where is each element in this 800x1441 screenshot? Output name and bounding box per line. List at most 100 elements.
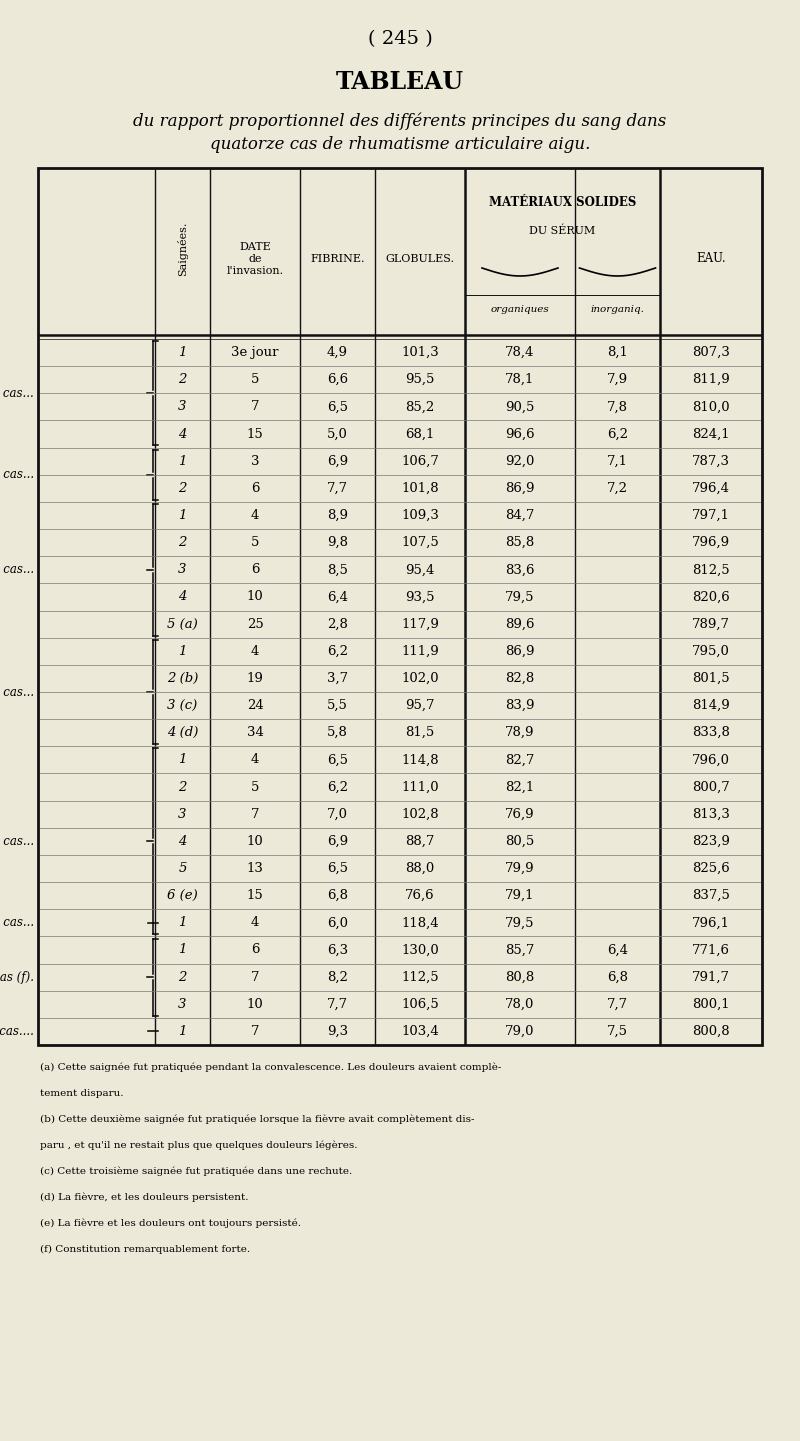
Text: 1: 1 bbox=[178, 509, 186, 522]
Text: ( 245 ): ( 245 ) bbox=[368, 30, 432, 48]
Text: 800,7: 800,7 bbox=[692, 781, 730, 794]
Text: 2: 2 bbox=[178, 373, 186, 386]
Text: 8e cas....: 8e cas.... bbox=[0, 1025, 34, 1038]
Text: 9,3: 9,3 bbox=[327, 1025, 348, 1038]
Text: 7: 7 bbox=[250, 401, 259, 414]
Text: 6,9: 6,9 bbox=[327, 455, 348, 468]
Text: 85,8: 85,8 bbox=[506, 536, 534, 549]
Text: 79,5: 79,5 bbox=[506, 591, 534, 604]
Text: 3: 3 bbox=[178, 808, 186, 821]
Text: 801,5: 801,5 bbox=[692, 672, 730, 684]
Text: 5,0: 5,0 bbox=[327, 428, 348, 441]
Text: EAU.: EAU. bbox=[696, 252, 726, 265]
Text: 117,9: 117,9 bbox=[401, 618, 439, 631]
Text: 800,1: 800,1 bbox=[692, 997, 730, 1010]
Text: 95,5: 95,5 bbox=[406, 373, 434, 386]
Text: 3e cas...: 3e cas... bbox=[0, 563, 34, 576]
Text: 76,6: 76,6 bbox=[405, 889, 435, 902]
Text: 93,5: 93,5 bbox=[406, 591, 434, 604]
Text: 6,2: 6,2 bbox=[607, 428, 628, 441]
Text: 102,0: 102,0 bbox=[401, 672, 439, 684]
Text: 796,9: 796,9 bbox=[692, 536, 730, 549]
Text: 4: 4 bbox=[178, 591, 186, 604]
Text: DU SÉRUM: DU SÉRUM bbox=[530, 226, 596, 236]
Text: 102,8: 102,8 bbox=[401, 808, 439, 821]
Text: 3: 3 bbox=[178, 997, 186, 1010]
Text: 7e cas (f).: 7e cas (f). bbox=[0, 971, 34, 984]
Text: 6: 6 bbox=[250, 563, 259, 576]
Text: 813,3: 813,3 bbox=[692, 808, 730, 821]
Text: 1: 1 bbox=[178, 455, 186, 468]
Text: 7: 7 bbox=[250, 808, 259, 821]
Text: 1: 1 bbox=[178, 916, 186, 929]
Text: 1: 1 bbox=[178, 644, 186, 657]
Text: 7: 7 bbox=[250, 971, 259, 984]
Text: 811,9: 811,9 bbox=[692, 373, 730, 386]
Text: paru , et qu'il ne restait plus que quelques douleurs légères.: paru , et qu'il ne restait plus que quel… bbox=[40, 1141, 358, 1150]
Text: 89,6: 89,6 bbox=[506, 618, 534, 631]
Text: 6,5: 6,5 bbox=[327, 862, 348, 875]
Text: 1: 1 bbox=[178, 944, 186, 957]
Text: 7: 7 bbox=[250, 1025, 259, 1038]
Text: 2: 2 bbox=[178, 781, 186, 794]
Text: tement disparu.: tement disparu. bbox=[40, 1089, 123, 1098]
Text: 78,0: 78,0 bbox=[506, 997, 534, 1010]
Text: 82,7: 82,7 bbox=[506, 754, 534, 767]
Text: 10: 10 bbox=[246, 997, 263, 1010]
Text: 85,2: 85,2 bbox=[406, 401, 434, 414]
Text: organiques: organiques bbox=[490, 305, 550, 314]
Text: 807,3: 807,3 bbox=[692, 346, 730, 359]
Text: MATÉRIAUX SOLIDES: MATÉRIAUX SOLIDES bbox=[489, 196, 636, 209]
Text: 833,8: 833,8 bbox=[692, 726, 730, 739]
Text: 795,0: 795,0 bbox=[692, 644, 730, 657]
Text: 4: 4 bbox=[178, 428, 186, 441]
Text: 1: 1 bbox=[178, 346, 186, 359]
Text: 6e cas...: 6e cas... bbox=[0, 916, 34, 929]
Text: 6: 6 bbox=[250, 944, 259, 957]
Text: (d) La fièvre, et les douleurs persistent.: (d) La fièvre, et les douleurs persisten… bbox=[40, 1193, 249, 1202]
Text: 7,5: 7,5 bbox=[607, 1025, 628, 1038]
Text: (a) Cette saignée fut pratiquée pendant la convalescence. Les douleurs avaient c: (a) Cette saignée fut pratiquée pendant … bbox=[40, 1063, 502, 1072]
Text: 3,7: 3,7 bbox=[327, 672, 348, 684]
Text: 92,0: 92,0 bbox=[506, 455, 534, 468]
Text: 78,1: 78,1 bbox=[506, 373, 534, 386]
Text: 112,5: 112,5 bbox=[401, 971, 439, 984]
Text: 5: 5 bbox=[178, 862, 186, 875]
Text: 106,5: 106,5 bbox=[401, 997, 439, 1010]
Text: 88,0: 88,0 bbox=[406, 862, 434, 875]
Text: 85,7: 85,7 bbox=[506, 944, 534, 957]
Text: 1: 1 bbox=[178, 1025, 186, 1038]
Bar bbox=[38, 169, 762, 1045]
Text: 83,6: 83,6 bbox=[506, 563, 534, 576]
Text: 6,2: 6,2 bbox=[327, 644, 348, 657]
Text: (e) La fièvre et les douleurs ont toujours persisté.: (e) La fièvre et les douleurs ont toujou… bbox=[40, 1219, 301, 1229]
Text: 796,1: 796,1 bbox=[692, 916, 730, 929]
Text: 95,7: 95,7 bbox=[406, 699, 434, 712]
Text: 812,5: 812,5 bbox=[692, 563, 730, 576]
Text: 107,5: 107,5 bbox=[401, 536, 439, 549]
Text: 78,9: 78,9 bbox=[506, 726, 534, 739]
Text: 4: 4 bbox=[178, 834, 186, 847]
Text: 797,1: 797,1 bbox=[692, 509, 730, 522]
Text: 111,0: 111,0 bbox=[401, 781, 439, 794]
Text: 825,6: 825,6 bbox=[692, 862, 730, 875]
Text: (c) Cette troisième saignée fut pratiquée dans une rechute.: (c) Cette troisième saignée fut pratiqué… bbox=[40, 1167, 352, 1176]
Text: FIBRINE.: FIBRINE. bbox=[310, 254, 365, 264]
Text: 6,6: 6,6 bbox=[327, 373, 348, 386]
Text: 7,1: 7,1 bbox=[607, 455, 628, 468]
Text: 24: 24 bbox=[246, 699, 263, 712]
Text: 2: 2 bbox=[178, 481, 186, 494]
Text: 6,0: 6,0 bbox=[327, 916, 348, 929]
Text: 6,8: 6,8 bbox=[327, 889, 348, 902]
Text: 824,1: 824,1 bbox=[692, 428, 730, 441]
Text: 13: 13 bbox=[246, 862, 263, 875]
Text: 6,4: 6,4 bbox=[607, 944, 628, 957]
Text: 90,5: 90,5 bbox=[506, 401, 534, 414]
Text: 3 (c): 3 (c) bbox=[167, 699, 198, 712]
Text: 2: 2 bbox=[178, 536, 186, 549]
Text: 5 (a): 5 (a) bbox=[167, 618, 198, 631]
Text: 68,1: 68,1 bbox=[406, 428, 434, 441]
Text: 7,9: 7,9 bbox=[607, 373, 628, 386]
Text: 80,5: 80,5 bbox=[506, 834, 534, 847]
Text: 5: 5 bbox=[251, 373, 259, 386]
